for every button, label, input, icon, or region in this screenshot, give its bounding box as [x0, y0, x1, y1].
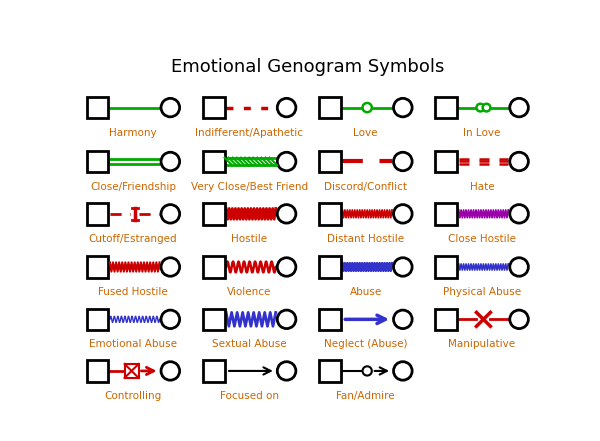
Text: Close Hostile: Close Hostile [448, 234, 516, 244]
Bar [86, 256, 109, 278]
Bar [86, 360, 109, 382]
Bar [86, 203, 109, 224]
Bar [203, 360, 224, 382]
Circle shape [510, 258, 529, 276]
Circle shape [277, 152, 296, 171]
Bar [203, 203, 224, 224]
Text: Manipulative: Manipulative [448, 340, 515, 349]
Bar [86, 151, 109, 172]
Text: Fan/Admire: Fan/Admire [337, 391, 395, 401]
Text: Hostile: Hostile [232, 234, 268, 244]
Circle shape [394, 205, 412, 223]
Text: Very Close/Best Friend: Very Close/Best Friend [191, 182, 308, 191]
Bar [319, 309, 341, 330]
Text: Abuse: Abuse [349, 287, 382, 297]
Circle shape [362, 103, 372, 112]
Bar [319, 151, 341, 172]
Text: Distant Hostile: Distant Hostile [327, 234, 404, 244]
Circle shape [277, 310, 296, 329]
Circle shape [277, 98, 296, 117]
Circle shape [161, 205, 179, 223]
Circle shape [161, 362, 179, 380]
Bar [203, 151, 224, 172]
Circle shape [161, 258, 179, 276]
Bar [319, 256, 341, 278]
Bar [436, 97, 457, 118]
Circle shape [510, 205, 529, 223]
Circle shape [394, 310, 412, 329]
Text: Hate: Hate [470, 182, 494, 191]
Circle shape [362, 366, 372, 376]
Circle shape [277, 205, 296, 223]
Bar [436, 151, 457, 172]
Bar [86, 309, 109, 330]
Bar [319, 97, 341, 118]
Bar [436, 309, 457, 330]
Bar [203, 309, 224, 330]
Circle shape [510, 310, 529, 329]
Text: In Love: In Love [463, 127, 500, 138]
Bar [86, 97, 109, 118]
Bar [436, 203, 457, 224]
Text: Fused Hostile: Fused Hostile [98, 287, 168, 297]
Circle shape [394, 258, 412, 276]
Circle shape [482, 104, 490, 112]
Circle shape [394, 98, 412, 117]
Circle shape [161, 98, 179, 117]
Circle shape [161, 310, 179, 329]
Text: Indifferent/Apathetic: Indifferent/Apathetic [196, 127, 304, 138]
Text: Sextual Abuse: Sextual Abuse [212, 340, 287, 349]
Circle shape [161, 152, 179, 171]
Circle shape [394, 362, 412, 380]
Circle shape [510, 98, 529, 117]
Text: Physical Abuse: Physical Abuse [443, 287, 521, 297]
Text: Discord/Conflict: Discord/Conflict [324, 182, 407, 191]
Bar [203, 97, 224, 118]
Bar [203, 256, 224, 278]
Text: Violence: Violence [227, 287, 272, 297]
Text: Emotional Abuse: Emotional Abuse [89, 340, 177, 349]
Text: Controlling: Controlling [104, 391, 162, 401]
Text: Harmony: Harmony [109, 127, 157, 138]
Text: Focused on: Focused on [220, 391, 279, 401]
Circle shape [277, 258, 296, 276]
Text: Neglect (Abuse): Neglect (Abuse) [324, 340, 407, 349]
Text: Emotional Genogram Symbols: Emotional Genogram Symbols [171, 57, 444, 75]
Bar [436, 256, 457, 278]
Circle shape [510, 152, 529, 171]
Circle shape [277, 362, 296, 380]
Circle shape [476, 104, 484, 112]
Bar [125, 364, 139, 378]
Text: Love: Love [353, 127, 378, 138]
Text: Close/Friendship: Close/Friendship [90, 182, 176, 191]
Circle shape [394, 152, 412, 171]
Bar [319, 203, 341, 224]
Text: Cutoff/Estranged: Cutoff/Estranged [89, 234, 178, 244]
Bar [319, 360, 341, 382]
